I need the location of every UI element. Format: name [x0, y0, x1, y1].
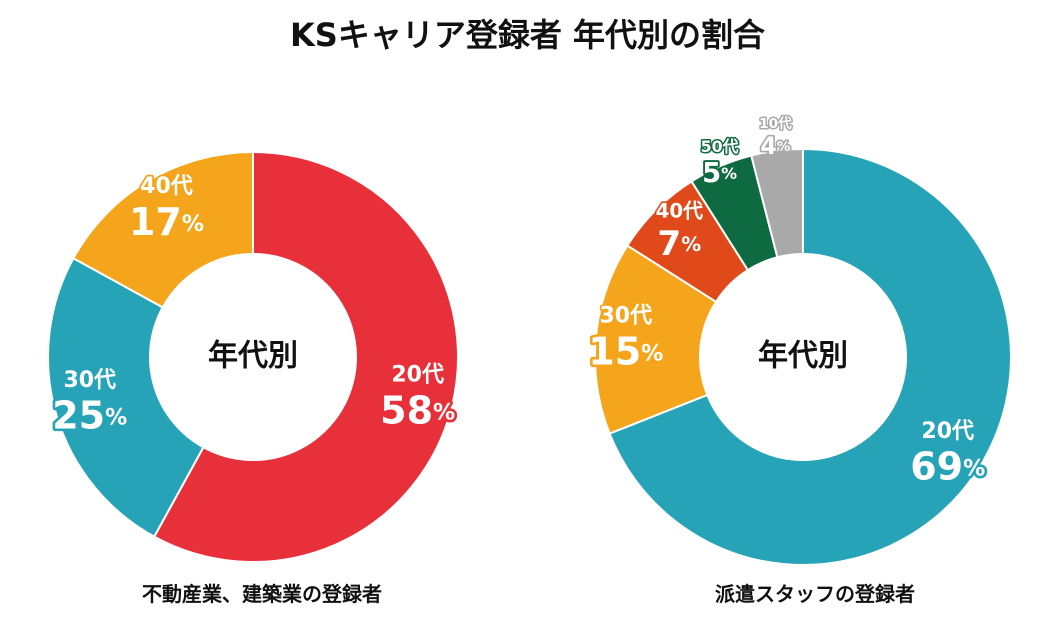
center-label-left: 年代別	[208, 339, 298, 374]
right-chart-caption: 派遣スタッフの登録者	[715, 582, 915, 606]
slice-label-right-1: 30代	[599, 304, 652, 329]
slice-value-left-0: 58%	[380, 388, 455, 432]
slice-label-left-1: 30代	[63, 368, 116, 393]
slice-label-left-0: 20代	[391, 363, 444, 388]
donut-slice-right-0	[608, 147, 1012, 566]
donut-slice-left-1	[47, 256, 205, 539]
donut-slice-right-4	[750, 147, 804, 259]
slice-value-right-2: 7%	[657, 224, 701, 264]
slice-label-right-3: 50代	[701, 137, 739, 156]
slice-value-left-1: 25%	[52, 393, 127, 437]
slice-label-right-0: 20代	[921, 419, 974, 444]
left-chart-caption: 不動産業、建築業の登録者	[142, 582, 382, 606]
slice-value-right-3: 5%	[702, 157, 737, 188]
donut-slice-left-0	[152, 150, 459, 563]
chart-title: KSキャリア登録者 年代別の割合	[290, 16, 765, 54]
slice-label-right-4: 10代	[759, 115, 792, 132]
slice-value-right-1: 15%	[588, 329, 663, 373]
slice-value-left-2: 17%	[129, 199, 204, 243]
center-label-right: 年代別	[758, 339, 848, 374]
donut-slice-left-2	[71, 150, 254, 309]
slice-label-right-2: 40代	[656, 200, 704, 223]
slice-value-right-4: 4%	[760, 131, 790, 159]
donut-slice-right-1	[594, 244, 718, 435]
slice-value-right-0: 69%	[910, 444, 985, 488]
slice-label-left-2: 40代	[140, 174, 193, 199]
